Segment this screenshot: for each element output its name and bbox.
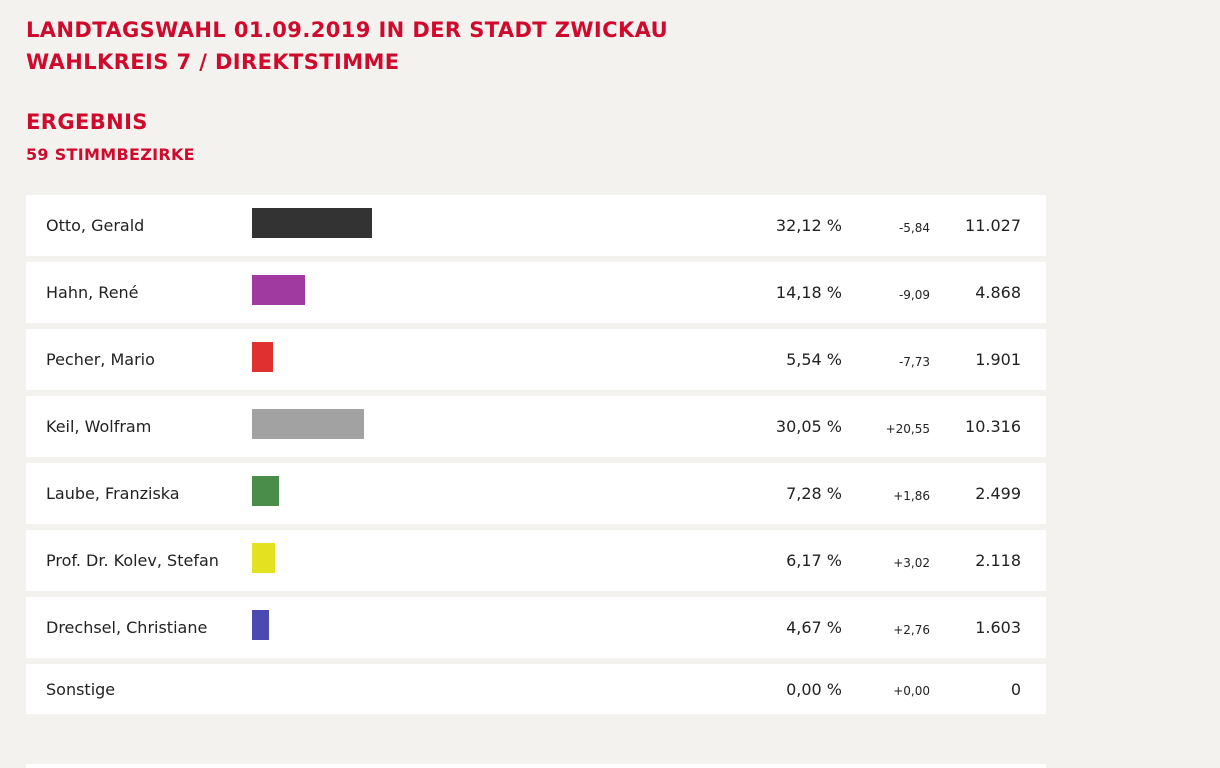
change-value: +3,02 bbox=[893, 555, 930, 570]
percent-value: 6,17 % bbox=[786, 551, 842, 570]
result-bar bbox=[252, 342, 273, 372]
table-row: Keil, Wolfram 30,05 % +20,55 10.316 bbox=[26, 396, 1046, 457]
vote-count: 2.499 bbox=[975, 484, 1021, 503]
table-row: Drechsel, Christiane 4,67 % +2,76 1.603 bbox=[26, 597, 1046, 658]
candidate-name: Hahn, René bbox=[46, 283, 139, 302]
percent-value: 14,18 % bbox=[775, 283, 842, 302]
change-value: -7,73 bbox=[898, 354, 930, 369]
result-heading: ERGEBNIS bbox=[26, 110, 148, 134]
percent-value: 0,00 % bbox=[786, 679, 842, 699]
change-value: -9,09 bbox=[898, 287, 930, 302]
page-title: LANDTAGSWAHL 01.09.2019 IN DER STADT ZWI… bbox=[26, 14, 668, 78]
result-bar bbox=[252, 409, 364, 439]
title-line-election: LANDTAGSWAHL 01.09.2019 IN DER STADT ZWI… bbox=[26, 18, 669, 42]
percent-value: 7,28 % bbox=[786, 484, 842, 503]
table-row: Pecher, Mario 5,54 % -7,73 1.901 bbox=[26, 329, 1046, 390]
vote-count: 10.316 bbox=[965, 417, 1021, 436]
percent-value: 4,67 % bbox=[786, 618, 842, 637]
change-value: +0,00 bbox=[893, 684, 930, 698]
table-row: Otto, Gerald 32,12 % -5,84 11.027 bbox=[26, 195, 1046, 256]
next-panel bbox=[26, 764, 1046, 768]
candidate-name: Otto, Gerald bbox=[46, 216, 145, 235]
table-row: Prof. Dr. Kolev, Stefan 6,17 % +3,02 2.118 bbox=[26, 530, 1046, 591]
vote-count: 4.868 bbox=[975, 283, 1021, 302]
vote-count: 1.603 bbox=[975, 618, 1021, 637]
candidate-name: Laube, Franziska bbox=[46, 484, 180, 503]
table-row: Laube, Franziska 7,28 % +1,86 2.499 bbox=[26, 463, 1046, 524]
result-bar bbox=[252, 275, 305, 305]
change-value: +1,86 bbox=[893, 488, 930, 503]
result-bar bbox=[252, 476, 279, 506]
result-bar bbox=[252, 610, 269, 640]
vote-count: 11.027 bbox=[965, 216, 1021, 235]
candidate-name: Drechsel, Christiane bbox=[46, 618, 208, 637]
candidate-name: Pecher, Mario bbox=[46, 350, 155, 369]
results-table: Otto, Gerald 32,12 % -5,84 11.027 Hahn, René… bbox=[26, 195, 1046, 714]
table-row: Hahn, René 14,18 % -9,09 4.868 bbox=[26, 262, 1046, 323]
table-row: Sonstige 0,00 % +0,00 0 bbox=[26, 664, 1046, 714]
district-count: 59 STIMMBEZIRKE bbox=[26, 145, 195, 164]
percent-value: 30,05 % bbox=[775, 417, 842, 436]
percent-value: 5,54 % bbox=[786, 350, 842, 369]
candidate-name: Sonstige bbox=[46, 679, 116, 699]
vote-count: 2.118 bbox=[975, 551, 1021, 570]
result-bar bbox=[252, 543, 275, 573]
change-value: +2,76 bbox=[893, 622, 930, 637]
vote-count: 0 bbox=[1010, 679, 1021, 699]
title-line-constituency: WAHLKREIS 7 / DIREKTSTIMME bbox=[26, 50, 400, 74]
candidate-name: Prof. Dr. Kolev, Stefan bbox=[46, 551, 219, 570]
change-value: -5,84 bbox=[898, 220, 930, 235]
percent-value: 32,12 % bbox=[775, 216, 842, 235]
change-value: +20,55 bbox=[885, 421, 930, 436]
candidate-name: Keil, Wolfram bbox=[46, 417, 152, 436]
vote-count: 1.901 bbox=[975, 350, 1021, 369]
result-bar bbox=[252, 208, 372, 238]
